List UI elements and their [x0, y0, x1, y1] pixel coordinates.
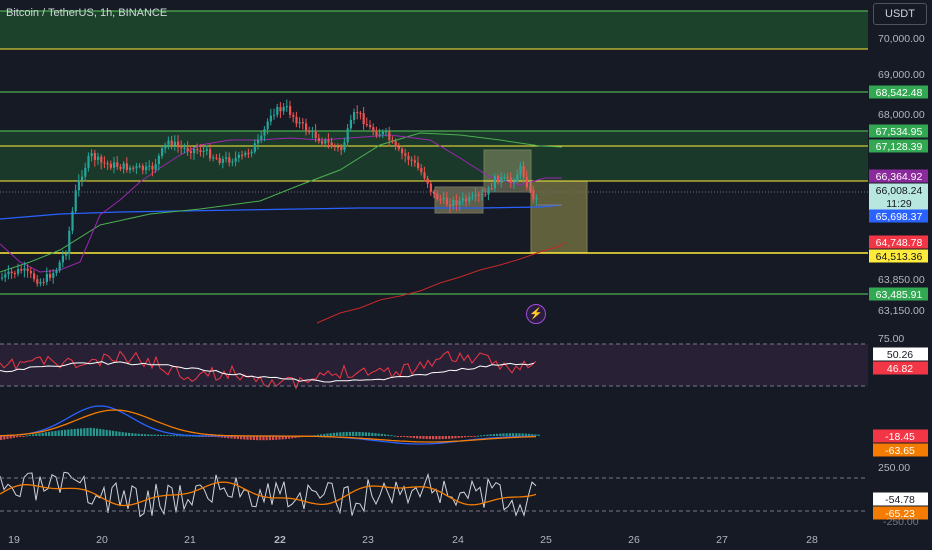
indicator-tag-label: -54.78: [885, 494, 915, 506]
ma-red-step: [316, 241, 567, 324]
indicator-tag: [873, 429, 928, 443]
symbol-title[interactable]: Bitcoin / TetherUS, 1h, BINANCE: [6, 7, 168, 19]
price-tag: [869, 85, 928, 99]
projection-box: [530, 180, 588, 254]
time-tick: 23: [362, 534, 374, 546]
macd-pane: [0, 405, 540, 445]
indicator-tag: [873, 506, 928, 520]
time-axis[interactable]: 19 20 21 22 23 24 25 26 27 28: [8, 534, 818, 546]
price-tag-label: 66,008.24: [876, 185, 923, 197]
price-tags: 68,542.48 67,534.95 67,128.39 66,364.92 66,0…: [869, 85, 928, 520]
indicator-tag: [873, 347, 928, 361]
price-tag: [869, 235, 928, 249]
price-tick: 68,000.00: [878, 109, 925, 121]
rsi-band: [0, 344, 868, 386]
ma-green: [0, 132, 563, 273]
price-axis[interactable]: 70,000.00 69,000.00 68,000.00 63,850.00 …: [878, 33, 925, 474]
rsi-pane: [0, 350, 537, 390]
indicator-tag: [873, 492, 928, 506]
cci-tick: 250.00: [878, 462, 910, 474]
price-tag-label: 67,128.39: [876, 141, 923, 153]
price-tag: [869, 209, 928, 223]
price-tag: [869, 196, 928, 210]
candles: [1, 99, 538, 287]
price-tag-label: 11:29: [886, 198, 912, 210]
time-tick: 21: [184, 534, 196, 546]
ma-blue: [0, 204, 563, 220]
price-tag-label: 63,485.91: [876, 289, 923, 301]
cci-pane: [0, 471, 537, 518]
lightning-icon[interactable]: ⚡: [526, 304, 546, 324]
indicator-tag: [873, 361, 928, 375]
indicator-tag-label: -18.45: [885, 431, 915, 443]
time-tick: 26: [628, 534, 640, 546]
supply-zone: [0, 131, 868, 181]
price-tick: 63,150.00: [878, 305, 925, 317]
price-tag: [869, 139, 928, 153]
price-tag: [869, 169, 928, 183]
indicator-tag: [873, 443, 928, 457]
price-tag: [869, 183, 928, 197]
time-tick: 28: [806, 534, 818, 546]
price-tag: [869, 249, 928, 263]
time-tick: 20: [96, 534, 108, 546]
indicator-tag-label: -63.65: [885, 445, 915, 457]
indicator-tag-label: -65.23: [885, 508, 915, 520]
resistance-zone: [0, 11, 868, 49]
consolidation-box: [434, 186, 484, 214]
indicator-tag-label: 46.82: [887, 363, 913, 375]
time-tick: 19: [8, 534, 20, 546]
time-tick: 27: [716, 534, 728, 546]
currency-button[interactable]: USDT: [873, 3, 927, 25]
price-tag-label: 66,364.92: [876, 171, 923, 183]
price-tag-label: 67,534.95: [876, 126, 923, 138]
ma-purple: [0, 134, 562, 273]
price-tag: [869, 287, 928, 301]
price-tag-label: 64,513.36: [876, 251, 923, 263]
time-tick: 22: [274, 534, 286, 546]
price-tag-label: 68,542.48: [876, 87, 923, 99]
price-tag-label: 65,698.37: [876, 211, 923, 223]
price-tag: [869, 124, 928, 138]
time-tick: 24: [452, 534, 464, 546]
time-tick: 25: [540, 534, 552, 546]
price-tick: 69,000.00: [878, 69, 925, 81]
price-tick: 70,000.00: [878, 33, 925, 45]
rsi-tick: 75.00: [878, 333, 904, 345]
price-tag-label: 64,748.78: [876, 237, 923, 249]
price-tick: 63,850.00: [878, 274, 925, 286]
indicator-tag-label: 50.26: [887, 349, 913, 361]
cci-tick: -250.00: [883, 516, 919, 528]
